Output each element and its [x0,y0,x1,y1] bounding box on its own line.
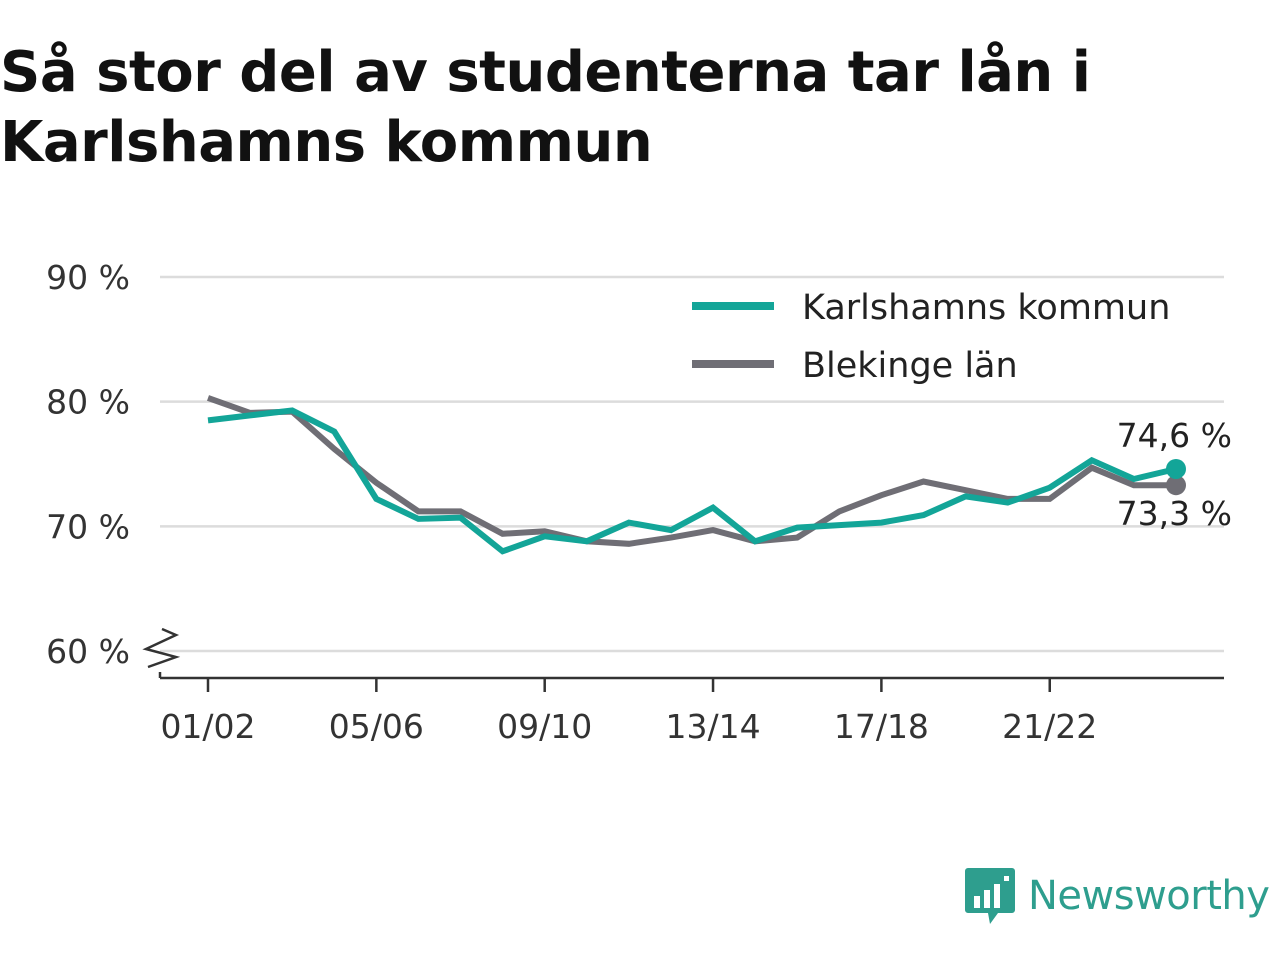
brand-name: Newsworthy [1028,873,1270,919]
chart-title: Så stor del av studenterna tar lån i Kar… [0,40,1091,175]
x-tick-label: 09/10 [497,707,592,746]
y-tick-label: 80 % [46,383,130,422]
axes [142,627,1224,680]
y-tick-label: 90 % [46,258,130,297]
newsworthy-logo: Newsworthy [964,866,1270,926]
line-chart: 60 % 70 % 80 % 90 % 01/02 05/06 09/10 13/14 17/… [46,258,1232,746]
x-tick-label: 21/22 [1002,707,1097,746]
series-end-point [1166,475,1186,496]
x-tick-label: 17/18 [834,707,929,746]
bar-chart-speech-bubble-icon [965,868,1015,924]
series-end-label: 74,6 % [1117,416,1232,455]
legend-label: Karlshamns kommun [802,288,1170,328]
series-end-point [1166,458,1186,479]
series-line [207,407,1177,555]
legend-background [680,280,1220,400]
x-tick-label: 05/06 [329,707,424,746]
y-tick-label: 70 % [46,507,130,546]
x-axis-ticks: 01/02 05/06 09/10 13/14 17/18 21/22 [160,678,1097,746]
axis-break-icon [142,627,181,669]
legend-label: Blekinge län [802,346,1018,386]
end-labels: 74,6 % 73,3 % [1117,416,1232,533]
legend: Karlshamns kommun Blekinge län [680,280,1220,400]
x-tick-label: 01/02 [160,707,255,746]
y-tick-label: 60 % [46,632,130,671]
y-axis-ticks: 60 % 70 % 80 % 90 % [46,258,130,671]
x-tick-label: 13/14 [665,707,760,746]
grid-lines [160,275,1224,653]
series-lines [206,395,1186,555]
series-end-label: 73,3 % [1117,494,1232,533]
